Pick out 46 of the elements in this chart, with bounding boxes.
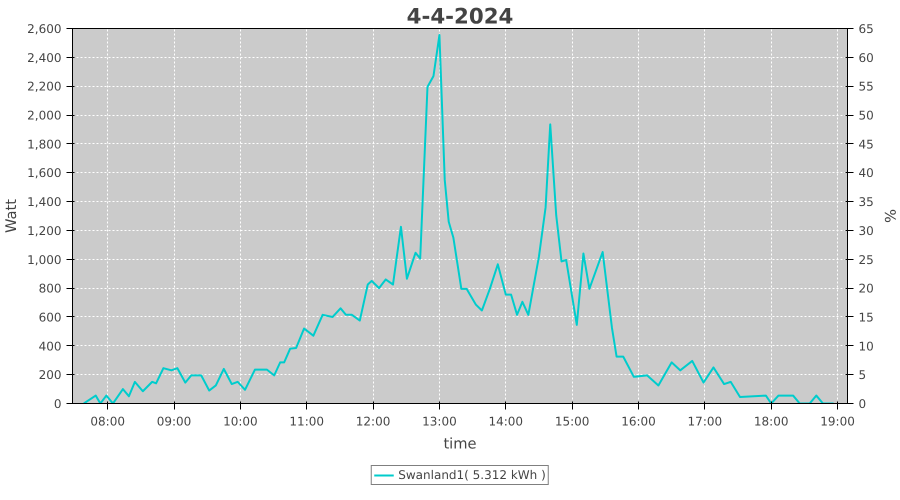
x-tick-label: 09:00 xyxy=(156,414,192,428)
y2-tick-label: 55 xyxy=(858,80,874,94)
y-tick-label: 0 xyxy=(54,397,62,411)
y-tick-label: 800 xyxy=(38,282,62,296)
y-tick-label: 2,600 xyxy=(27,22,62,36)
y2-tick-label: 35 xyxy=(858,195,874,210)
y2-tick-label: 15 xyxy=(858,310,874,324)
y2-tick-label: 45 xyxy=(858,137,874,152)
y2-tick-label: 30 xyxy=(858,224,874,238)
y2-tick-label: 0 xyxy=(858,397,866,411)
x-tick-label: 16:00 xyxy=(621,414,656,428)
line-series xyxy=(82,34,835,404)
y-tick-label: 2,400 xyxy=(27,50,62,65)
y2-tick-label: 60 xyxy=(858,50,874,65)
y-tick-label: 1,600 xyxy=(27,166,62,180)
x-tick-label: 13:00 xyxy=(422,414,457,428)
y2-axis-title: % xyxy=(880,209,898,224)
x-tick-label: 18:00 xyxy=(754,414,788,428)
legend-label: Swanland1( 5.312 kWh ) xyxy=(398,468,546,482)
y2-tick-label: 20 xyxy=(858,282,874,296)
y2-tick-label: 5 xyxy=(858,368,866,382)
x-tick-label: 19:00 xyxy=(820,414,855,428)
y-tick-label: 200 xyxy=(38,368,62,382)
x-tick-label: 12:00 xyxy=(356,414,390,428)
x-tick-label: 14:00 xyxy=(488,414,524,428)
y2-tick-label: 40 xyxy=(858,166,874,180)
y-tick-label: 1,200 xyxy=(27,224,62,238)
y-tick-label: 400 xyxy=(38,339,62,354)
x-tick-label: 17:00 xyxy=(688,414,722,428)
x-tick-label: 15:00 xyxy=(554,414,590,428)
x-tick-label: 11:00 xyxy=(289,414,324,428)
x-axis-title: time xyxy=(443,436,477,452)
y-tick-label: 1,400 xyxy=(27,195,62,210)
y-tick-label: 2,000 xyxy=(27,108,62,123)
y-tick-label: 600 xyxy=(38,310,62,324)
y2-tick-label: 25 xyxy=(858,252,874,267)
y2-tick-label: 10 xyxy=(858,339,874,354)
x-tick-label: 10:00 xyxy=(223,414,258,428)
chart-title: 4-4-2024 xyxy=(406,4,514,30)
y-axis-title: Watt xyxy=(3,198,20,234)
y2-tick-label: 50 xyxy=(858,108,874,123)
x-tick-label: 08:00 xyxy=(90,414,125,428)
y-tick-label: 1,000 xyxy=(27,252,62,267)
y-tick-label: 1,800 xyxy=(27,137,62,152)
y2-tick-label: 65 xyxy=(858,22,874,36)
y-tick-label: 2,200 xyxy=(27,80,62,94)
